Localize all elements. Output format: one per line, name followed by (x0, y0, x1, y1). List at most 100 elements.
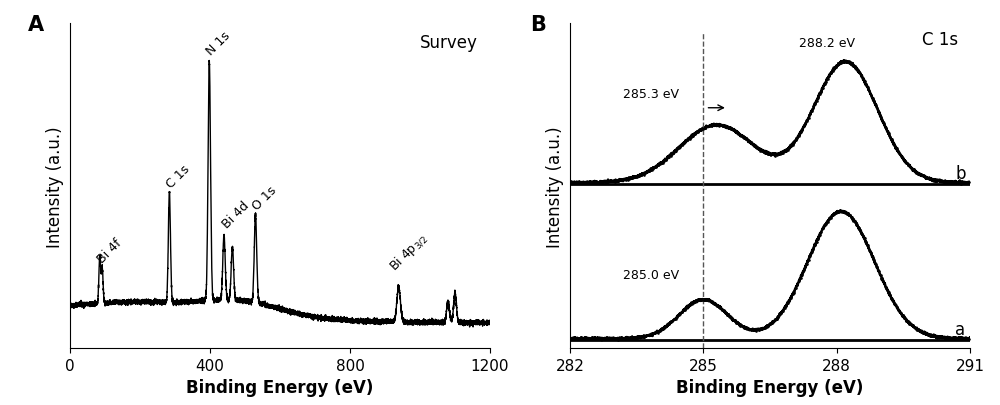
Text: A: A (28, 15, 44, 34)
Point (853, 74, 869, 80)
Point (620, 335, 636, 341)
Point (839, 59, 855, 66)
Point (754, 149, 770, 156)
Point (829, 63, 845, 69)
Point (680, 137, 696, 143)
Point (730, 320, 746, 326)
Point (769, 316, 785, 322)
Point (743, 140, 759, 146)
Point (637, 171, 653, 177)
Point (765, 151, 781, 157)
Point (890, 307, 906, 313)
Point (794, 272, 810, 278)
Point (874, 117, 890, 124)
Point (847, 64, 863, 70)
Point (562, 335, 578, 341)
Point (927, 333, 943, 339)
Point (644, 167, 660, 173)
Point (853, 230, 869, 237)
Point (908, 325, 924, 332)
Point (887, 301, 903, 307)
Point (786, 290, 802, 296)
Point (664, 151, 680, 158)
Point (940, 180, 956, 186)
Point (740, 137, 756, 144)
Point (797, 263, 813, 269)
Point (584, 334, 600, 341)
Point (841, 59, 857, 66)
Point (820, 76, 836, 83)
Point (586, 179, 602, 186)
Point (605, 179, 621, 185)
Text: Bi 4p$_{3/2}$: Bi 4p$_{3/2}$ (387, 230, 432, 274)
Point (669, 146, 685, 152)
Point (746, 143, 762, 149)
Point (818, 221, 834, 228)
Point (778, 147, 794, 153)
Point (852, 70, 868, 77)
Point (837, 210, 853, 216)
Point (919, 175, 935, 182)
Point (748, 328, 764, 334)
Point (898, 318, 914, 324)
Point (679, 303, 695, 309)
Point (865, 254, 881, 260)
Point (584, 180, 600, 187)
Point (769, 152, 785, 159)
Point (676, 141, 692, 147)
Point (900, 162, 916, 168)
Text: 285.3 eV: 285.3 eV (623, 88, 679, 101)
Point (594, 335, 610, 341)
Point (647, 164, 663, 171)
Point (592, 180, 608, 186)
Point (648, 329, 664, 336)
Point (940, 335, 956, 342)
Point (796, 124, 812, 130)
Point (652, 328, 668, 334)
Point (866, 98, 882, 105)
Point (712, 122, 728, 129)
Point (951, 181, 967, 187)
Point (632, 173, 648, 179)
Point (916, 173, 932, 180)
Point (736, 134, 752, 141)
Point (725, 128, 741, 134)
Point (805, 247, 821, 253)
Point (716, 123, 732, 129)
Point (881, 131, 897, 137)
Point (903, 165, 919, 171)
Point (660, 321, 676, 327)
Text: 288.2 eV: 288.2 eV (799, 37, 855, 50)
Point (637, 333, 653, 340)
Point (777, 148, 793, 155)
Point (951, 336, 967, 342)
Point (929, 178, 945, 184)
Point (777, 305, 793, 311)
Point (573, 179, 589, 186)
Point (922, 177, 938, 183)
Point (655, 160, 671, 166)
Point (869, 106, 885, 112)
Point (818, 79, 834, 86)
Point (698, 296, 714, 303)
Point (612, 177, 628, 183)
Point (889, 146, 905, 152)
Point (709, 303, 725, 309)
Point (767, 318, 783, 324)
Point (711, 123, 727, 130)
Point (647, 330, 663, 336)
Point (616, 176, 632, 183)
Text: B: B (530, 15, 546, 34)
Point (660, 155, 676, 161)
Point (722, 314, 738, 320)
Point (884, 296, 900, 302)
Point (626, 175, 642, 181)
Point (640, 168, 656, 175)
Point (728, 320, 744, 326)
Point (825, 212, 841, 219)
Point (834, 59, 850, 66)
Point (938, 179, 954, 186)
Point (871, 110, 887, 116)
Point (953, 335, 969, 342)
Point (911, 171, 927, 177)
